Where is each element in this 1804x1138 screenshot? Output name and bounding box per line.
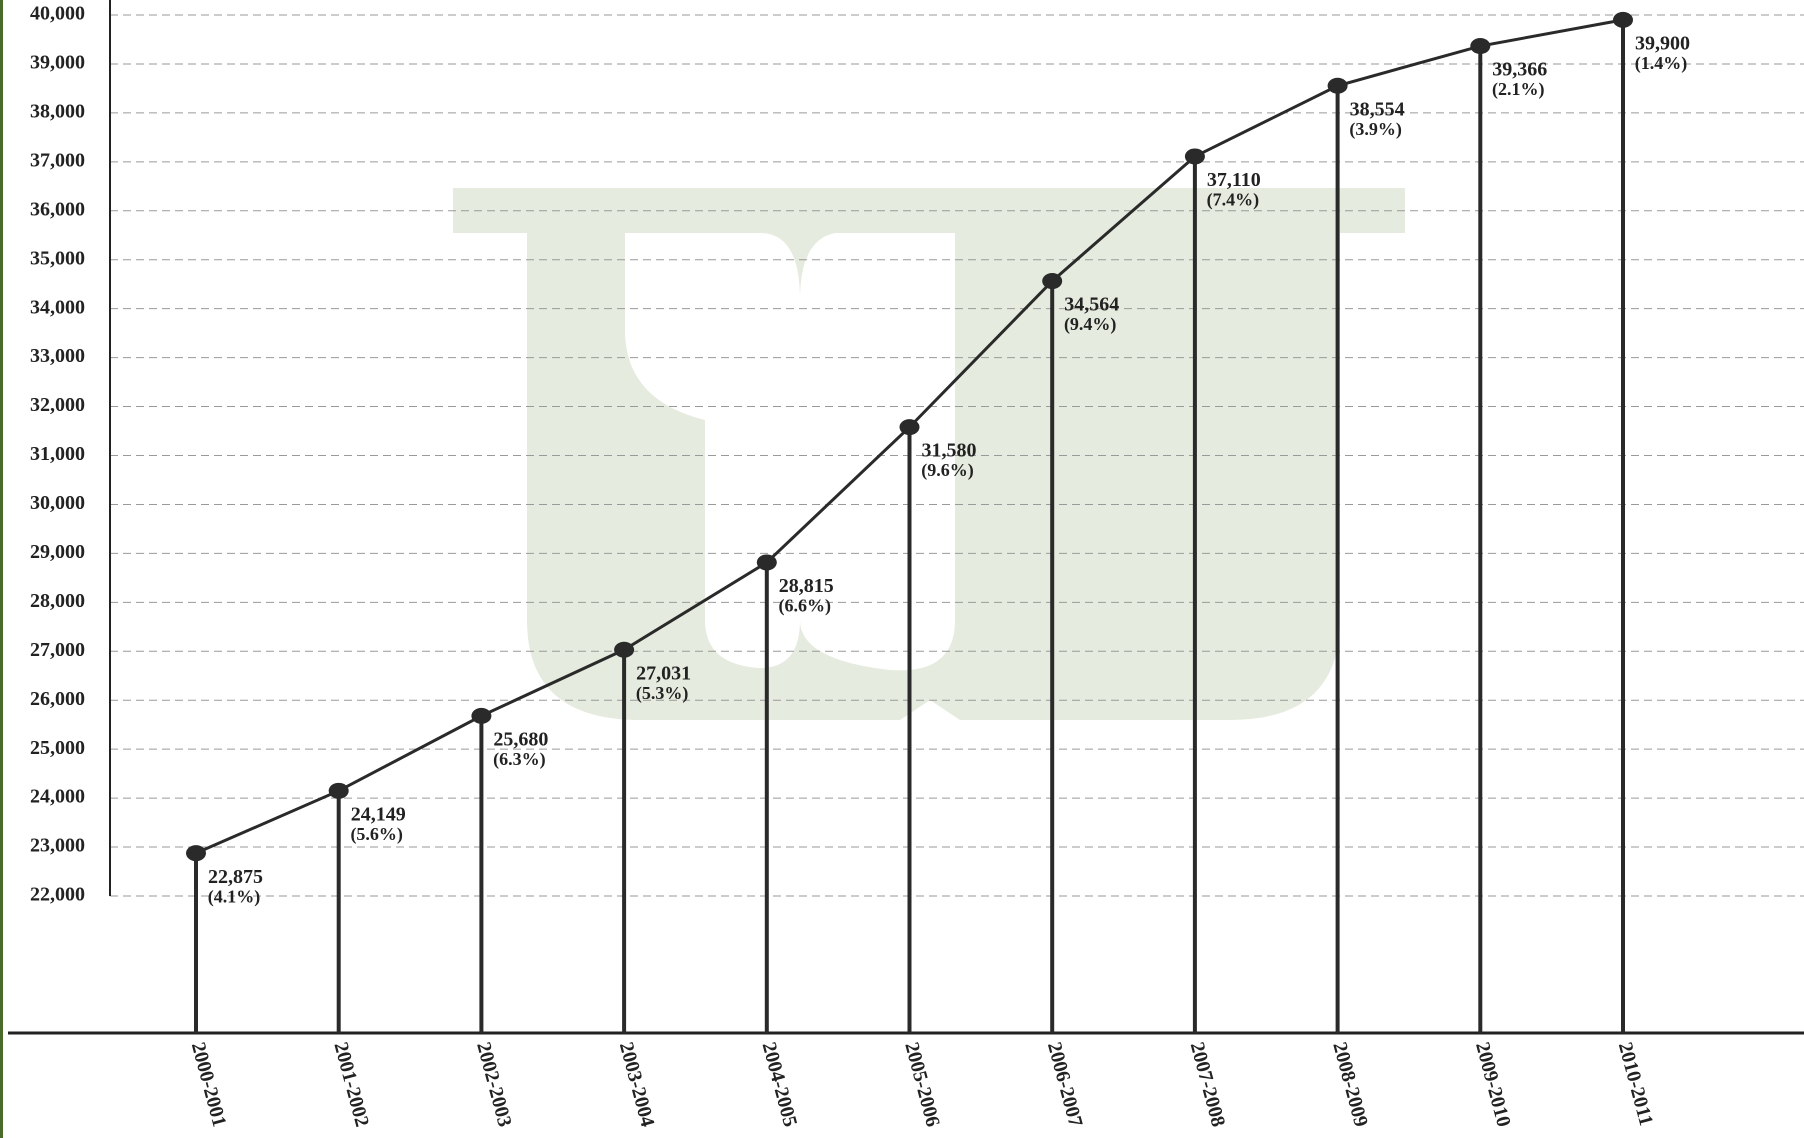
chart: 22,000 23,000 24,000 25,000 26,000 27,000 28,0… bbox=[0, 0, 1804, 1138]
value-label: 37,110 bbox=[1207, 169, 1261, 191]
value-label: 39,366 bbox=[1492, 59, 1547, 81]
point bbox=[471, 708, 491, 724]
change-label: (9.6%) bbox=[921, 460, 974, 481]
x-tick-label: 2010-2011 bbox=[1614, 1040, 1657, 1128]
x-tick-label: 2005-2006 bbox=[900, 1040, 944, 1129]
y-tick-label: 27,000 bbox=[30, 639, 85, 661]
y-tick-label: 25,000 bbox=[30, 737, 85, 759]
value-label: 38,554 bbox=[1350, 98, 1405, 120]
value-label: 25,680 bbox=[493, 728, 548, 750]
x-tick-label: 2003-2004 bbox=[615, 1040, 659, 1129]
y-tick-label: 39,000 bbox=[30, 52, 85, 74]
value-label: 28,815 bbox=[779, 575, 834, 597]
point bbox=[1328, 78, 1348, 94]
value-label: 39,900 bbox=[1635, 32, 1690, 54]
change-label: (4.1%) bbox=[208, 886, 261, 907]
y-tick-label: 31,000 bbox=[30, 443, 85, 465]
x-tick-label: 2001-2002 bbox=[329, 1040, 373, 1129]
point bbox=[1613, 12, 1633, 28]
x-tick-label: 2002-2003 bbox=[472, 1040, 516, 1129]
x-tick-label: 2004-2005 bbox=[758, 1040, 802, 1129]
point bbox=[614, 642, 634, 658]
y-tick-label: 36,000 bbox=[30, 198, 85, 220]
value-label: 27,031 bbox=[636, 662, 691, 684]
value-label: 34,564 bbox=[1064, 294, 1119, 316]
y-tick-label: 40,000 bbox=[30, 3, 85, 25]
y-tick-label: 30,000 bbox=[30, 492, 85, 514]
point bbox=[900, 419, 920, 435]
y-tick-label: 29,000 bbox=[30, 541, 85, 563]
y-tick-label: 22,000 bbox=[30, 884, 85, 906]
change-label: (5.3%) bbox=[636, 683, 689, 704]
point bbox=[757, 554, 777, 570]
value-label: 22,875 bbox=[208, 866, 263, 888]
y-tick-label: 35,000 bbox=[30, 247, 85, 269]
x-tick-label: 2000-2001 bbox=[187, 1040, 231, 1129]
y-tick-label: 28,000 bbox=[30, 590, 85, 612]
change-label: (7.4%) bbox=[1207, 190, 1260, 211]
y-tick-label: 32,000 bbox=[30, 394, 85, 416]
x-tick-label: 2006-2007 bbox=[1043, 1040, 1087, 1129]
y-tick-label: 37,000 bbox=[30, 149, 85, 171]
point bbox=[329, 783, 349, 799]
change-label: (2.1%) bbox=[1492, 79, 1545, 100]
x-tick-label: 2008-2009 bbox=[1328, 1040, 1372, 1129]
change-label: (9.4%) bbox=[1064, 314, 1117, 335]
point bbox=[186, 845, 206, 861]
change-label: (6.6%) bbox=[779, 596, 832, 617]
y-tick-label: 26,000 bbox=[30, 688, 85, 710]
x-tick-label: 2007-2008 bbox=[1186, 1040, 1230, 1129]
point bbox=[1470, 38, 1490, 54]
change-label: (1.4%) bbox=[1635, 53, 1688, 74]
y-tick-label: 23,000 bbox=[30, 835, 85, 857]
y-tick-label: 38,000 bbox=[30, 100, 85, 122]
y-tick-label: 33,000 bbox=[30, 345, 85, 367]
y-tick-label: 24,000 bbox=[30, 786, 85, 808]
change-label: (6.3%) bbox=[493, 749, 546, 770]
point bbox=[1185, 148, 1205, 164]
point bbox=[1042, 273, 1062, 289]
change-label: (5.6%) bbox=[350, 824, 403, 845]
value-label: 31,580 bbox=[922, 440, 977, 462]
value-label: 24,149 bbox=[351, 803, 406, 825]
change-label: (3.9%) bbox=[1349, 119, 1402, 140]
x-tick-label: 2009-2010 bbox=[1471, 1040, 1515, 1129]
left-border bbox=[0, 0, 3, 1138]
y-tick-label: 34,000 bbox=[30, 296, 85, 318]
